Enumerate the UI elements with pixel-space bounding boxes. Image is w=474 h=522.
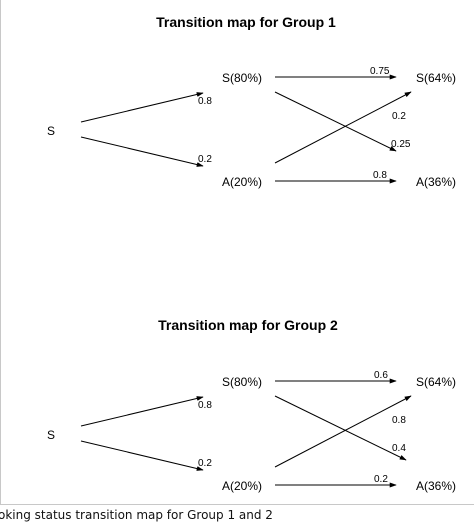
group-2-prob-start-to-a: 0.2 <box>198 458 212 469</box>
group-2-title: Transition map for Group 2 <box>158 317 338 333</box>
group-1-mid-a-node: A(20%) <box>222 175 262 189</box>
group-1-end-a-node: A(36%) <box>416 175 456 189</box>
group-2-prob-s-to-s: 0.6 <box>374 370 388 381</box>
group-1-edge-start-to-a <box>80 136 204 167</box>
group-2-edge-a-to-s <box>274 395 412 468</box>
group-2-prob-start-to-s: 0.8 <box>198 400 212 411</box>
group-2-edge-start-to-a <box>80 440 204 471</box>
group-2-mid-a-node: A(20%) <box>222 479 262 493</box>
group-1-prob-start-to-s: 0.8 <box>198 96 212 107</box>
group-1-title: Transition map for Group 1 <box>156 14 336 30</box>
group-1-mid-s-node: S(80%) <box>222 71 262 85</box>
group-2-start-node: S <box>47 428 55 442</box>
group-1-end-s-node: S(64%) <box>416 71 456 85</box>
figure-caption: oking status transition map for Group 1 … <box>0 508 273 522</box>
group-1-prob-s-to-a: 0.25 <box>391 139 411 150</box>
group-2-prob-a-to-a: 0.2 <box>374 474 388 485</box>
group-2-diagram: Transition map for Group 2 S S(80%) A(20… <box>47 317 456 493</box>
group-1-prob-s-to-s: 0.75 <box>370 66 390 77</box>
group-2-prob-s-to-a: 0.4 <box>392 443 406 454</box>
transition-diagram: Transition map for Group 1 S S(80%) A(20… <box>0 0 474 505</box>
group-1-prob-a-to-s: 0.2 <box>392 111 406 122</box>
group-1-diagram: Transition map for Group 1 S S(80%) A(20… <box>47 14 456 189</box>
figure-frame: Transition map for Group 1 S S(80%) A(20… <box>0 0 474 505</box>
group-2-edge-s-to-a <box>274 395 407 461</box>
group-1-edge-start-to-s <box>80 92 204 123</box>
group-1-edge-s-to-a <box>274 91 397 152</box>
group-2-end-a-node: A(36%) <box>416 479 456 493</box>
group-2-mid-s-node: S(80%) <box>222 375 262 389</box>
group-1-prob-a-to-a: 0.8 <box>373 170 387 181</box>
group-1-start-node: S <box>47 124 55 138</box>
group-2-prob-a-to-s: 0.8 <box>392 415 406 426</box>
group-1-edge-a-to-s <box>274 91 412 164</box>
group-2-edge-start-to-s <box>80 396 204 427</box>
group-2-end-s-node: S(64%) <box>416 375 456 389</box>
group-1-prob-start-to-a: 0.2 <box>198 154 212 165</box>
